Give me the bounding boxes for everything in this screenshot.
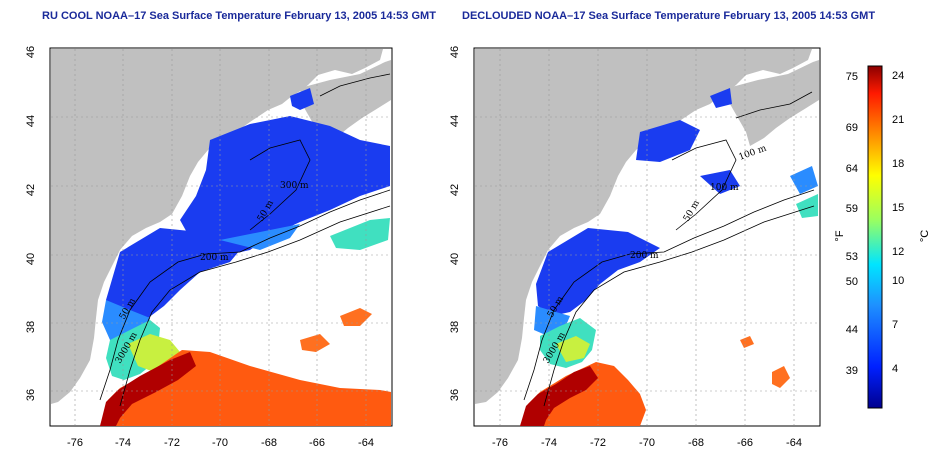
lon-tick-label: -68 [261, 437, 277, 449]
c-tick-label: 10 [892, 275, 904, 287]
left-contour-lines [99, 73, 391, 407]
lat-tick-label: 38 [449, 321, 461, 333]
c-tick-label: 21 [892, 114, 904, 126]
left-map: 300 m 50 m 200 m 50 m 3000 m 36 38 40 42… [25, 46, 393, 449]
lat-tick-label: 46 [25, 46, 37, 58]
c-tick-label: 18 [892, 158, 904, 170]
right-sst-hot-core [520, 366, 598, 426]
colorbar-c-label: °C [919, 230, 931, 242]
right-grid [475, 49, 819, 425]
c-tick-label: 7 [892, 319, 898, 331]
lat-tick-label: 36 [449, 389, 461, 401]
right-map-title: DECLOUDED NOAA–17 Sea Surface Temperatur… [462, 10, 876, 22]
lon-tick-label: -66 [309, 437, 325, 449]
lat-tick-label: 42 [25, 184, 37, 196]
c-tick-label: 24 [892, 70, 904, 82]
lat-tick-label: 44 [449, 115, 461, 127]
lon-tick-label: -74 [115, 437, 131, 449]
c-tick-label: 12 [892, 246, 904, 258]
lat-tick-label: 42 [449, 184, 461, 196]
lon-tick-label: -72 [590, 437, 606, 449]
f-tick-label: 44 [846, 324, 858, 336]
lon-tick-label: -64 [358, 437, 374, 449]
right-sst-mid [534, 166, 818, 336]
left-contour-label: 200 m [200, 253, 229, 263]
lon-tick-label: -76 [492, 437, 508, 449]
left-sst-orange-patches [300, 308, 372, 352]
f-tick-label: 75 [846, 71, 858, 83]
colorbar-f-ticks: 75 69 64 59 53 50 44 39 [846, 71, 858, 377]
colorbar-f-label: °F [834, 230, 846, 241]
right-lat-labels: 36 38 40 42 44 46 [449, 46, 461, 401]
c-tick-label: 4 [892, 363, 898, 375]
f-tick-label: 50 [846, 276, 858, 288]
lat-tick-label: 46 [449, 46, 461, 58]
lat-tick-label: 38 [25, 321, 37, 333]
right-sst-yellow [556, 336, 590, 362]
left-contour-label: 300 m [280, 181, 309, 191]
right-sst-orange-patches [740, 336, 790, 388]
left-grid [51, 49, 391, 425]
left-lat-labels: 36 38 40 42 44 46 [25, 46, 37, 401]
left-land [51, 49, 383, 404]
right-lon-labels: -76 -74 -72 -70 -68 -66 -64 [492, 437, 802, 449]
colorbar-gradient [867, 65, 883, 409]
right-map: 100 m 100 m 50 m 200 m 50 m 3000 m 36 38… [449, 46, 821, 449]
left-sst-warm-band [106, 218, 390, 380]
lon-tick-label: -72 [164, 437, 180, 449]
lon-tick-label: -76 [67, 437, 83, 449]
colorbar-c-ticks: 24 21 18 15 12 10 7 4 [892, 70, 904, 375]
right-land-nova-scotia [728, 60, 819, 146]
lon-tick-label: -68 [688, 437, 704, 449]
lat-tick-label: 44 [25, 115, 37, 127]
right-contour-label: 200 m [630, 251, 659, 261]
f-tick-label: 69 [846, 122, 858, 134]
f-tick-label: 59 [846, 203, 858, 215]
c-tick-label: 15 [892, 202, 904, 214]
f-tick-label: 64 [846, 163, 858, 175]
lon-tick-label: -70 [212, 437, 228, 449]
lat-tick-label: 36 [25, 389, 37, 401]
lon-tick-label: -64 [786, 437, 802, 449]
left-sst-cold [106, 88, 390, 326]
right-contour-lines [523, 91, 815, 407]
left-lon-labels: -76 -74 -72 -70 -68 -66 -64 [67, 437, 374, 449]
left-sst-mid [102, 224, 300, 344]
left-map-title: RU COOL NOAA–17 Sea Surface Temperature … [42, 10, 436, 22]
lon-tick-label: -66 [737, 437, 753, 449]
lat-tick-label: 40 [449, 253, 461, 265]
right-contour-label: 100 m [710, 183, 739, 193]
lon-tick-label: -70 [639, 437, 655, 449]
colorbar: °F °C 75 69 64 59 53 50 44 39 24 21 18 1… [834, 65, 931, 409]
f-tick-label: 39 [846, 365, 858, 377]
f-tick-label: 53 [846, 251, 858, 263]
right-land [475, 49, 812, 404]
lat-tick-label: 40 [25, 253, 37, 265]
lon-tick-label: -74 [541, 437, 557, 449]
right-sst-cold [536, 88, 740, 316]
